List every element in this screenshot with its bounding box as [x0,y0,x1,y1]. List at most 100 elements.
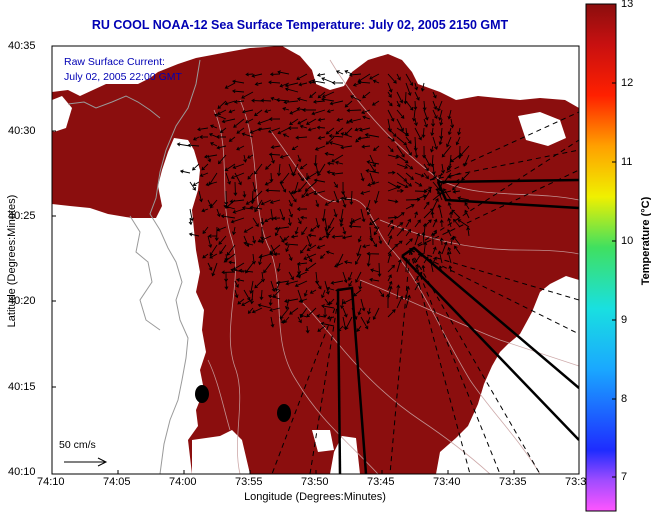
current-vector [357,307,362,316]
coastline [129,215,161,331]
axis-ticks [52,45,515,474]
current-vector [342,199,347,208]
current-vector [464,202,470,210]
current-vector [295,135,308,140]
current-vector [430,211,435,219]
current-vector [321,97,335,102]
current-vector [432,198,439,210]
current-vector [176,142,191,147]
current-vector [202,226,209,235]
current-vector [432,246,437,255]
current-vector [334,160,344,165]
current-vector [423,241,428,255]
current-vector [269,172,274,183]
current-vector [210,124,218,129]
current-vector [414,232,421,246]
y-tick-label: 40:30 [8,125,36,137]
current-vector [466,226,471,237]
station-marker [277,404,291,422]
current-vector [414,127,422,141]
x-tick-label: 74:10 [37,476,65,488]
colorbar-tick-label: 11 [621,156,633,168]
current-vector [304,181,317,192]
current-vector [423,208,434,219]
current-vector [223,253,236,263]
current-vector [192,181,200,186]
current-vector [396,145,405,158]
current-vector [405,294,411,309]
current-vector [279,82,290,88]
current-vector [298,82,308,87]
current-vector [326,286,335,291]
current-vector [348,224,362,229]
current-vector [404,127,409,137]
current-vector [282,133,290,138]
coastline [149,59,201,474]
current-vector [284,87,299,93]
current-vector [306,235,312,248]
current-vector [201,208,209,213]
current-vector [225,172,231,185]
current-vector [260,98,272,103]
current-vector [387,215,398,220]
current-vector [396,259,402,273]
colorbar-tick-label: 7 [621,471,628,483]
current-vector [342,298,353,305]
current-vector [279,181,287,193]
current-vector [355,271,362,283]
current-vector [228,109,236,114]
current-vector [452,235,461,246]
current-vector [452,181,461,191]
current-vector [342,190,347,201]
current-vector [437,190,443,201]
current-vector [372,79,380,84]
current-vector [405,100,414,111]
current-vector [320,321,335,327]
current-vector [234,280,239,288]
current-vector [215,134,227,139]
current-vector [358,280,363,290]
current-vector [285,244,290,253]
current-vector [261,271,266,283]
current-vector [446,136,452,148]
current-vector [446,251,452,264]
current-vector [360,316,369,330]
current-vector [296,261,308,266]
current-vector [342,271,348,284]
current-vector [396,109,405,119]
coverage-wedges [336,178,579,474]
current-vector [331,234,344,239]
current-vector [369,217,378,230]
current-vector [299,313,308,318]
current-vector [421,231,426,246]
colorbar-tick-label: 13 [621,0,634,10]
current-vector [303,253,317,261]
current-vector [236,127,245,134]
current-vector [221,118,236,124]
current-vector [447,217,452,228]
current-vector [199,172,209,178]
current-vector [414,219,421,228]
current-vector [295,271,308,278]
current-vector [224,163,236,171]
current-vector [328,298,335,305]
current-vector [207,262,213,271]
current-vector [339,217,344,228]
current-vector [270,96,281,102]
current-vector [288,190,297,203]
current-vector [367,181,380,187]
current-vector [414,194,427,201]
current-vector [268,117,281,122]
current-vector [455,179,470,183]
current-vector [202,253,209,259]
land-patch [192,430,250,474]
current-vector [423,163,429,172]
current-legend-time: July 02, 2005 22:00 GMT [64,71,182,83]
current-vector [396,136,408,146]
current-vector [353,289,362,297]
current-vector [285,280,299,286]
current-vector [373,226,380,236]
current-vector [228,260,236,265]
current-vector [423,172,429,180]
current-vector [349,217,354,226]
